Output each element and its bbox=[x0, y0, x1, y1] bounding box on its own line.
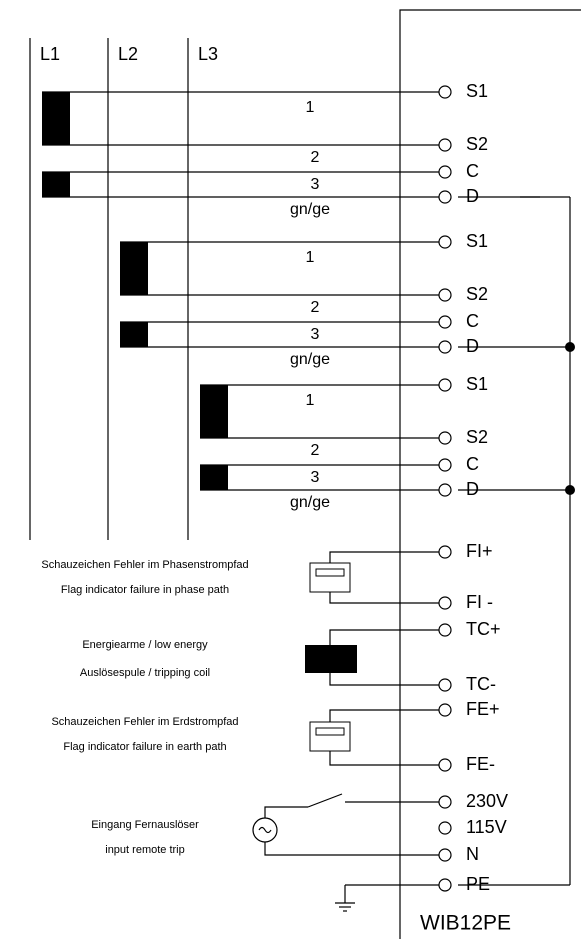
terminal bbox=[438, 340, 452, 354]
wire bbox=[329, 551, 439, 563]
annotation: Energiearme / low energy bbox=[82, 639, 208, 651]
phase-label: L1 bbox=[40, 44, 60, 64]
terminal-label: FE+ bbox=[466, 699, 500, 719]
flag-indicator bbox=[309, 562, 351, 593]
terminal-label: C bbox=[466, 161, 479, 181]
current-transformer bbox=[120, 322, 148, 347]
wire-label: 1 bbox=[306, 392, 315, 409]
annotation: Auslösespule / tripping coil bbox=[80, 667, 210, 679]
annotation: Flag indicator failure in phase path bbox=[61, 584, 229, 596]
wire-label: 1 bbox=[306, 249, 315, 266]
terminal bbox=[438, 378, 452, 392]
terminal-label: FI - bbox=[466, 592, 493, 612]
terminal-label: S1 bbox=[466, 81, 488, 101]
terminal-label: S1 bbox=[466, 374, 488, 394]
terminal bbox=[438, 190, 452, 204]
switch bbox=[307, 793, 343, 808]
wire-label: 2 bbox=[311, 299, 320, 316]
terminal-label: 230V bbox=[466, 791, 508, 811]
terminal-label: D bbox=[466, 479, 479, 499]
flag-window bbox=[315, 568, 345, 577]
wire-label: 2 bbox=[311, 149, 320, 166]
wire bbox=[329, 751, 439, 766]
annotation: Flag indicator failure in earth path bbox=[63, 741, 226, 753]
annotation: input remote trip bbox=[105, 844, 184, 856]
ac-symbol bbox=[258, 826, 272, 834]
terminal bbox=[438, 315, 452, 329]
terminal bbox=[438, 758, 452, 772]
terminal bbox=[438, 878, 452, 892]
wire-label: 1 bbox=[306, 99, 315, 116]
terminal bbox=[438, 596, 452, 610]
junction bbox=[565, 342, 575, 352]
wire bbox=[264, 842, 439, 856]
wire-label: gn/ge bbox=[290, 351, 330, 368]
current-transformer bbox=[200, 385, 228, 438]
wire-label: 2 bbox=[311, 442, 320, 459]
terminal bbox=[438, 703, 452, 717]
phase-label: L3 bbox=[198, 44, 218, 64]
terminal bbox=[438, 235, 452, 249]
terminal bbox=[438, 795, 452, 809]
terminal-label: S2 bbox=[466, 284, 488, 304]
annotation: Schauzeichen Fehler im Phasenstrompfad bbox=[41, 559, 248, 571]
terminal-label: N bbox=[466, 844, 479, 864]
phase-label: L2 bbox=[118, 44, 138, 64]
terminal bbox=[438, 848, 452, 862]
terminal-label: S2 bbox=[466, 134, 488, 154]
annotation: Eingang Fernauslöser bbox=[91, 819, 199, 831]
wire bbox=[329, 629, 439, 645]
terminal-label: D bbox=[466, 186, 479, 206]
terminal bbox=[438, 623, 452, 637]
terminal-label: C bbox=[466, 454, 479, 474]
terminal-label: 115V bbox=[466, 817, 507, 837]
wire-label: 3 bbox=[311, 326, 320, 343]
wire bbox=[329, 673, 439, 686]
terminal-label: TC- bbox=[466, 674, 496, 694]
device-name: WIB12PE bbox=[420, 912, 511, 935]
wire bbox=[329, 709, 439, 722]
wire bbox=[264, 806, 308, 818]
device-frame bbox=[399, 9, 581, 939]
terminal-label: TC+ bbox=[466, 619, 501, 639]
flag-window bbox=[315, 727, 345, 736]
terminal bbox=[438, 165, 452, 179]
current-transformer bbox=[42, 172, 70, 197]
terminal-label: C bbox=[466, 311, 479, 331]
terminal bbox=[438, 821, 452, 835]
terminal bbox=[438, 431, 452, 445]
terminal bbox=[438, 483, 452, 497]
terminal bbox=[438, 678, 452, 692]
terminal bbox=[438, 458, 452, 472]
wire-label: gn/ge bbox=[290, 494, 330, 511]
terminal-label: D bbox=[466, 336, 479, 356]
current-transformer bbox=[200, 465, 228, 490]
current-transformer bbox=[120, 242, 148, 295]
tripping-coil bbox=[305, 645, 357, 673]
terminal bbox=[438, 85, 452, 99]
terminal-label: FE- bbox=[466, 754, 495, 774]
terminal bbox=[438, 138, 452, 152]
terminal-label: FI+ bbox=[466, 541, 493, 561]
terminal-label: S1 bbox=[466, 231, 488, 251]
wire-label: 3 bbox=[311, 176, 320, 193]
wire-label: 3 bbox=[311, 469, 320, 486]
current-transformer bbox=[42, 92, 70, 145]
terminal bbox=[438, 545, 452, 559]
flag-indicator bbox=[309, 721, 351, 752]
wire-label: gn/ge bbox=[290, 201, 330, 218]
wire bbox=[329, 592, 439, 604]
terminal bbox=[438, 288, 452, 302]
annotation: Schauzeichen Fehler im Erdstrompfad bbox=[51, 716, 238, 728]
junction bbox=[565, 485, 575, 495]
terminal-label: S2 bbox=[466, 427, 488, 447]
terminal-label: PE bbox=[466, 874, 490, 894]
